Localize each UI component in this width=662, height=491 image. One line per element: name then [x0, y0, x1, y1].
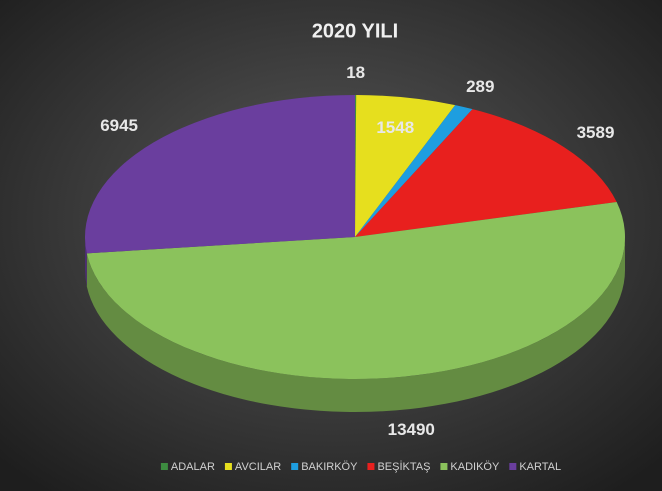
slice-side: [86, 237, 625, 412]
legend-label: BEŞİKTAŞ: [377, 460, 430, 473]
data-label: 6945: [100, 116, 138, 135]
legend-label: KADIKÖY: [450, 461, 500, 473]
slice: [355, 105, 473, 237]
chart-title: 2020 YILI: [312, 20, 398, 42]
data-label: 3589: [577, 123, 615, 142]
slice: [355, 109, 617, 237]
slice: [86, 202, 626, 380]
legend-label: BAKIRKÖY: [301, 461, 358, 473]
legend-swatch: [160, 463, 168, 470]
slice: [355, 95, 456, 237]
data-label: 18: [346, 63, 365, 82]
data-label: 289: [466, 77, 494, 96]
data-label: 1548: [376, 118, 414, 137]
legend-label: KARTAL: [519, 461, 561, 473]
legend-swatch: [291, 463, 299, 470]
legend-swatch: [440, 463, 448, 470]
legend-swatch: [509, 463, 517, 470]
legend-label: AVCILAR: [235, 461, 281, 473]
legend-swatch: [224, 463, 232, 470]
legend: ADALAR AVCILAR BAKIRKÖY BEŞİKTAŞ KADIKÖY KART…: [160, 460, 561, 473]
slice-side: [85, 237, 87, 287]
data-label: 13490: [388, 420, 435, 439]
legend-swatch: [367, 463, 375, 470]
slice: [84, 95, 355, 254]
slice: [355, 95, 357, 237]
legend-label: ADALAR: [171, 461, 215, 473]
